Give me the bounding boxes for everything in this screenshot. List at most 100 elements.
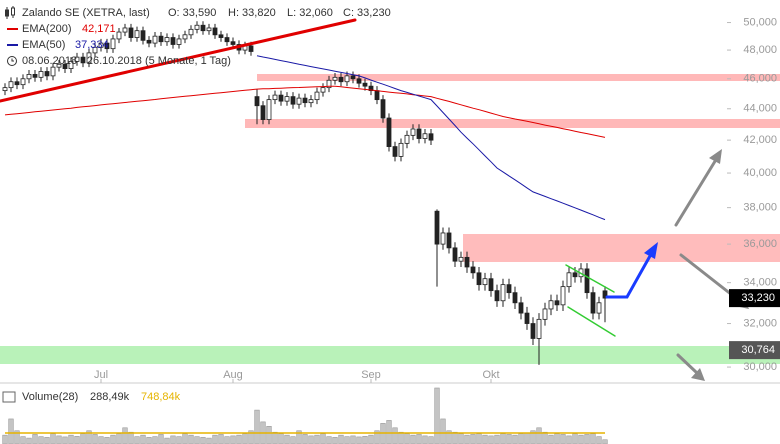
candle-body (50, 66, 56, 77)
volume-bar (110, 434, 116, 444)
candle-body (86, 52, 92, 64)
candle-body (284, 96, 290, 102)
candle-body (332, 76, 338, 81)
candle-body (62, 63, 68, 70)
volume-bar (56, 435, 62, 444)
volume-bar (572, 433, 578, 444)
y-tick-label: 34,000 (743, 277, 777, 289)
volume-bar (584, 434, 590, 444)
candle-body (212, 27, 218, 36)
volume-bar (458, 433, 464, 444)
volume-bar (560, 434, 566, 444)
candle-body (218, 34, 224, 38)
price-tag (729, 289, 780, 308)
candle-body (428, 133, 434, 141)
quote-high: H: 33,820 (228, 7, 276, 19)
candle-body (518, 302, 524, 314)
y-tick-label: 38,000 (743, 202, 777, 214)
y-tick-label: 46,000 (743, 73, 777, 85)
candle-body (524, 312, 530, 324)
candle-body (8, 81, 14, 89)
channel-line (565, 264, 615, 293)
candle-body (494, 290, 500, 302)
volume-bar (188, 434, 194, 444)
volume-bar (320, 433, 326, 444)
date-range: 08.06.2018 - 26.10.2018 (5 Monate, 1 Tag… (22, 55, 231, 67)
volume-bar (68, 434, 74, 444)
volume-bar (62, 436, 68, 444)
volume-bar (284, 434, 290, 444)
volume-bar (386, 420, 392, 444)
volume-bar (422, 435, 428, 444)
volume-bar (332, 437, 338, 444)
volume-bar (554, 433, 560, 444)
volume-bar (470, 434, 476, 444)
candle-body (56, 63, 62, 68)
candle-body (392, 146, 398, 157)
volume-bar (410, 434, 416, 444)
candle-body (122, 27, 128, 33)
candle-body (26, 74, 32, 80)
candle-body (338, 76, 344, 83)
volume-bar (218, 434, 224, 444)
volume-bar (158, 434, 164, 444)
volume-bar (488, 435, 494, 444)
volume-bar (248, 430, 254, 444)
candle-body (596, 302, 602, 314)
volume-bar (296, 430, 302, 444)
volume-bar (32, 434, 38, 444)
candle-body (260, 105, 266, 120)
candle-body (536, 318, 542, 339)
volume-bar (308, 435, 314, 444)
volume-bar (20, 436, 26, 444)
volume-bar (374, 430, 380, 444)
volume-bar (14, 430, 20, 444)
candle-body (134, 30, 140, 38)
candle-body (152, 35, 158, 44)
quote-open: O: 33,590 (168, 7, 216, 19)
volume-average: 748,84k (141, 391, 181, 403)
volume-bar (590, 433, 596, 444)
candle-body (452, 247, 458, 262)
y-tick-label: 42,000 (743, 134, 777, 146)
volume-bar (536, 427, 542, 444)
candle-body (266, 99, 272, 120)
volume-bar (182, 433, 188, 444)
legend-value: 42,171 (82, 23, 116, 35)
candle-body (224, 37, 230, 43)
candle-body (272, 94, 278, 101)
ema-line (256, 55, 606, 221)
volume-bar (482, 434, 488, 444)
resistance-zone (257, 74, 780, 81)
candle-body (590, 292, 596, 314)
volume-bar (338, 434, 344, 444)
candle-body (362, 82, 368, 87)
candle-body (446, 232, 452, 249)
volume-bar (476, 433, 482, 444)
volume-bar (494, 434, 500, 444)
volume-bar (74, 436, 80, 444)
volume-bar (140, 434, 146, 444)
grey-arrow (676, 353, 699, 375)
candle-body (92, 46, 98, 54)
volume-bar (368, 434, 374, 444)
candle-body (356, 78, 362, 84)
volume-bar (278, 433, 284, 444)
y-tick-label: 44,000 (743, 103, 777, 115)
volume-bar (512, 434, 518, 444)
candle-body (278, 94, 284, 102)
y-axis: 30,000 32,000 34,000 36,000 38,000 40,000 42,0… (94, 16, 780, 383)
candle-body (230, 41, 236, 45)
volume-bar (122, 427, 128, 444)
candle-body (602, 290, 608, 299)
candle-body (74, 56, 80, 62)
candle-body (200, 24, 206, 32)
chart-title: Zalando SE (XETRA, last) (22, 7, 150, 19)
clock-icon (7, 56, 17, 66)
resistance-zone (245, 119, 780, 128)
candle-body (296, 97, 302, 105)
volume-bar (116, 433, 122, 444)
candle-body (422, 133, 428, 139)
volume-bar (542, 431, 548, 444)
ema-line (4, 85, 606, 138)
